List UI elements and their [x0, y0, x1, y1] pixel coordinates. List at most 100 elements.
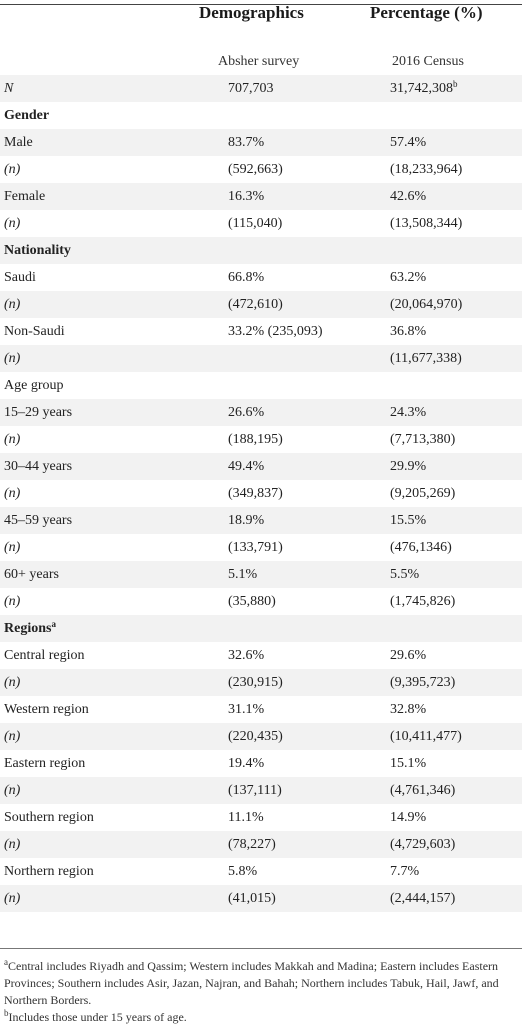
table-row: 60+ years 5.1% 5.5%: [0, 561, 522, 588]
subheader-absher-survey: Absher survey: [218, 54, 300, 69]
table-row: (n) (472,610) (20,064,970): [0, 291, 522, 318]
absher-value: 49.4%: [228, 459, 265, 474]
table-row: (n) (230,915) (9,395,723): [0, 669, 522, 696]
row-label: Non-Saudi: [4, 318, 65, 345]
census-value-text: 29.9%: [390, 459, 427, 474]
table-footnotes: aCentral includes Riyadh and Qassim; Wes…: [4, 958, 518, 1026]
row-label-text: (n): [4, 891, 21, 906]
table-row: 30–44 years 49.4% 29.9%: [0, 453, 522, 480]
row-label: (n): [4, 723, 20, 750]
row-label-text: Saudi: [4, 270, 36, 285]
absher-value: (115,040): [228, 216, 283, 231]
table-row: (n) (220,435) (10,411,477): [0, 723, 522, 750]
absher-value: 5.8%: [228, 864, 258, 879]
row-label-text: (n): [4, 729, 21, 744]
census-value: 63.2%: [390, 264, 426, 291]
census-value: 42.6%: [390, 183, 426, 210]
census-value: (11,677,338): [390, 345, 462, 372]
census-value-text: 36.8%: [390, 324, 427, 339]
census-value-text: (10,411,477): [390, 729, 462, 744]
table-row: (n) (137,111) (4,761,346): [0, 777, 522, 804]
absher-value: (133,791): [228, 540, 283, 555]
absher-value: 707,703: [228, 81, 274, 96]
row-label: N: [4, 75, 13, 102]
row-label: Age group: [4, 372, 64, 399]
footnote-b: bIncludes those under 15 years of age.: [4, 1009, 518, 1026]
row-label-text: (n): [4, 297, 21, 312]
row-label: Female: [4, 183, 45, 210]
row-label-text: Female: [4, 189, 46, 204]
row-label-text: Gender: [4, 108, 50, 123]
census-value-text: (20,064,970): [390, 297, 463, 312]
table-row: (n) (115,040) (13,508,344): [0, 210, 522, 237]
absher-value: (188,195): [228, 432, 283, 447]
census-value-text: 24.3%: [390, 405, 427, 420]
footnote-ref: a: [51, 619, 56, 629]
table-row: Central region 32.6% 29.6%: [0, 642, 522, 669]
absher-value: 16.3%: [228, 189, 265, 204]
row-label: Northern region: [4, 858, 94, 885]
census-value: 32.8%: [390, 696, 426, 723]
absher-value: (35,880): [228, 594, 276, 609]
absher-value: (137,111): [228, 783, 282, 798]
row-label: Southern region: [4, 804, 94, 831]
absher-value: 32.6%: [228, 648, 265, 663]
table-top-rule: [0, 4, 522, 5]
table-row: (n) (133,791) (476,1346): [0, 534, 522, 561]
row-label-text: Male: [4, 135, 33, 150]
census-value: (9,205,269): [390, 480, 455, 507]
row-label: (n): [4, 777, 20, 804]
row-label-text: (n): [4, 675, 21, 690]
row-label-text: Western region: [4, 702, 89, 717]
row-label: 30–44 years: [4, 453, 72, 480]
row-label: (n): [4, 156, 20, 183]
row-label: (n): [4, 831, 20, 858]
census-value-text: 63.2%: [390, 270, 427, 285]
table-row: Eastern region 19.4% 15.1%: [0, 750, 522, 777]
census-value-text: 42.6%: [390, 189, 427, 204]
table-row: N 707,703 31,742,308b: [0, 75, 522, 102]
table-row: (n) (11,677,338): [0, 345, 522, 372]
row-label: (n): [4, 345, 20, 372]
census-value-text: (4,729,603): [390, 837, 456, 852]
row-label: Central region: [4, 642, 84, 669]
row-label-text: Non-Saudi: [4, 324, 65, 339]
row-label: Regionsa: [4, 615, 56, 642]
table-row: Non-Saudi 33.2% (235,093) 36.8%: [0, 318, 522, 345]
row-label-text: (n): [4, 540, 21, 555]
row-label: (n): [4, 480, 20, 507]
census-value: 14.9%: [390, 804, 426, 831]
row-label-text: 15–29 years: [4, 405, 73, 420]
census-value-text: (13,508,344): [390, 216, 463, 231]
row-label-text: 60+ years: [4, 567, 59, 582]
row-label-text: Nationality: [4, 243, 71, 258]
table-row: Northern region 5.8% 7.7%: [0, 858, 522, 885]
table-row: 45–59 years 18.9% 15.5%: [0, 507, 522, 534]
row-label: Nationality: [4, 237, 71, 264]
absher-value: 18.9%: [228, 513, 265, 528]
absher-value: (349,837): [228, 486, 283, 501]
census-value-text: 15.1%: [390, 756, 427, 771]
absher-value: 19.4%: [228, 756, 265, 771]
absher-value: (41,015): [228, 891, 276, 906]
row-label: Gender: [4, 102, 49, 129]
census-value-text: 7.7%: [390, 864, 420, 879]
row-label: Male: [4, 129, 33, 156]
row-label-text: 45–59 years: [4, 513, 73, 528]
census-value-text: 57.4%: [390, 135, 427, 150]
absher-value: 66.8%: [228, 270, 265, 285]
row-label: 15–29 years: [4, 399, 72, 426]
census-value: (10,411,477): [390, 723, 462, 750]
absher-value: 5.1%: [228, 567, 258, 582]
census-value: (20,064,970): [390, 291, 462, 318]
row-label: (n): [4, 210, 20, 237]
table-row: (n) (78,227) (4,729,603): [0, 831, 522, 858]
row-label-text: Age group: [4, 378, 64, 393]
table-row: (n) (349,837) (9,205,269): [0, 480, 522, 507]
census-value-text: (2,444,157): [390, 891, 456, 906]
census-value-text: (7,713,380): [390, 432, 456, 447]
census-value: (1,745,826): [390, 588, 455, 615]
census-value: (476,1346): [390, 534, 452, 561]
row-label-text: (n): [4, 162, 21, 177]
table-row: Southern region 11.1% 14.9%: [0, 804, 522, 831]
